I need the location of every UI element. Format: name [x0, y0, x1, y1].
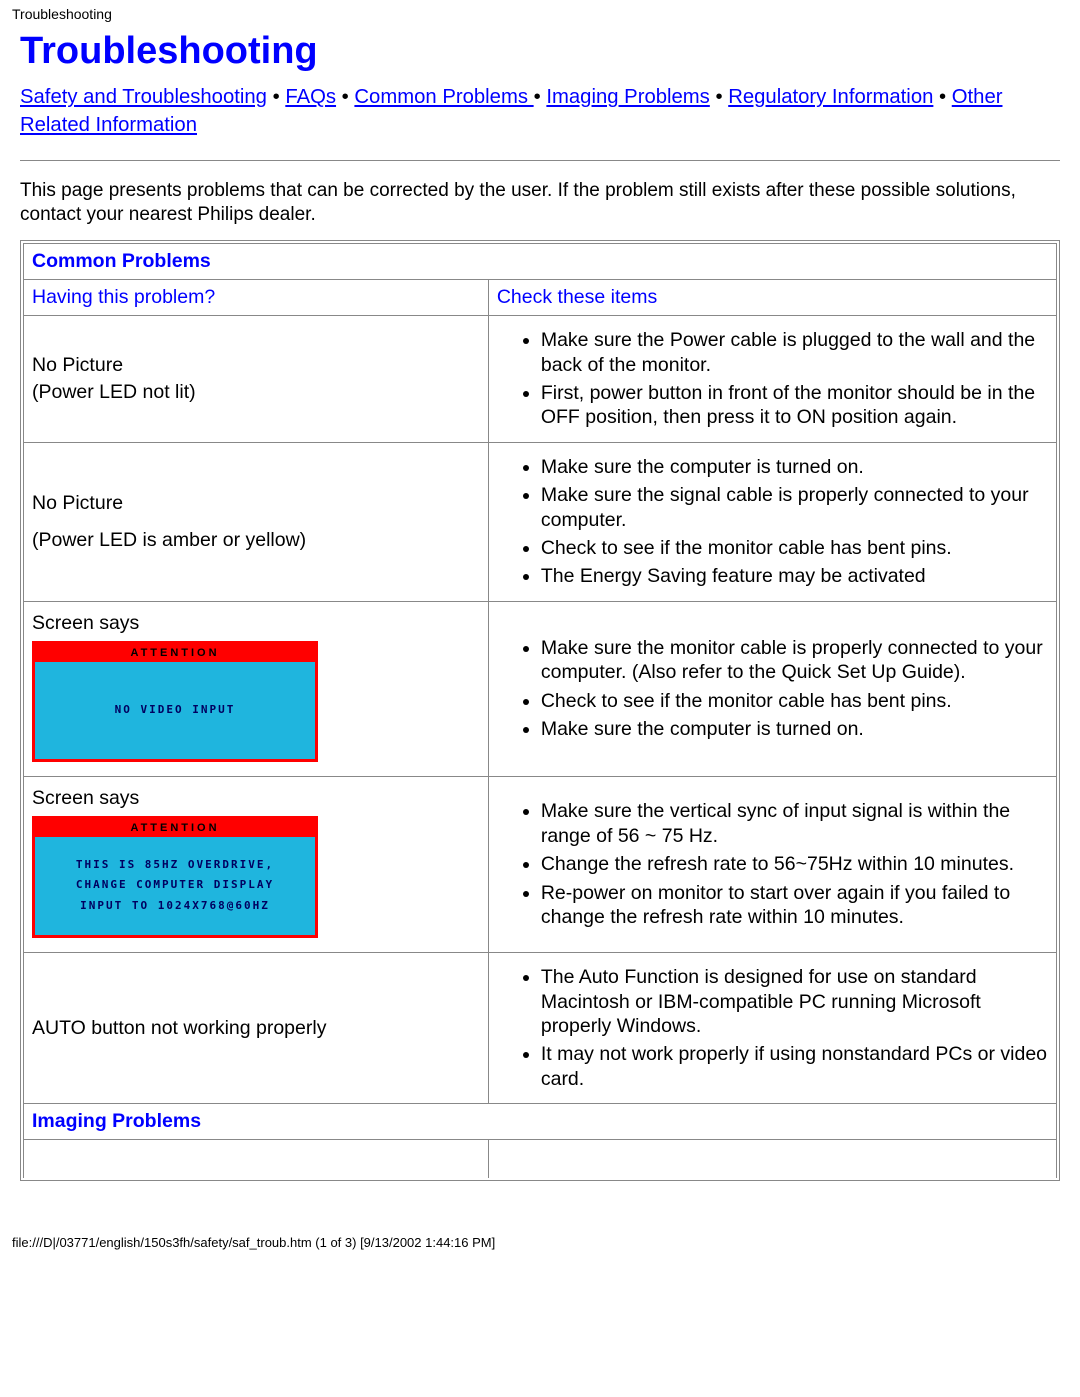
footer-path: file:///D|/03771/english/150s3fh/safety/… — [0, 1221, 1080, 1258]
link-common-problems[interactable]: Common Problems — [354, 86, 533, 108]
osd-body: NO VIDEO INPUT — [35, 662, 315, 759]
check-item: The Energy Saving feature may be activat… — [541, 564, 1048, 588]
intro-text: This page presents problems that can be … — [20, 179, 1060, 227]
sep: • — [534, 86, 547, 108]
osd-attention: ATTENTION — [35, 819, 315, 837]
check-item: Make sure the computer is turned on. — [541, 455, 1048, 479]
check-item: Check to see if the monitor cable has be… — [541, 536, 1048, 560]
check-item: First, power button in front of the moni… — [541, 381, 1048, 430]
divider — [20, 160, 1060, 161]
osd-line: CHANGE COMPUTER DISPLAY — [43, 875, 307, 896]
section-imaging-problems: Imaging Problems — [24, 1104, 1057, 1140]
osd-box-no-video: ATTENTION NO VIDEO INPUT — [32, 641, 318, 762]
sep: • — [933, 86, 951, 108]
osd-box-overdrive: ATTENTION THIS IS 85HZ OVERDRIVE, CHANGE… — [32, 816, 318, 939]
sep: • — [267, 86, 285, 108]
check-list: Make sure the vertical sync of input sig… — [497, 799, 1048, 929]
table-row: AUTO button not working properly The Aut… — [24, 953, 1057, 1104]
osd-line: THIS IS 85HZ OVERDRIVE, — [43, 855, 307, 876]
problem-text: Screen says — [32, 787, 480, 810]
check-item: Make sure the computer is turned on. — [541, 717, 1048, 741]
problem-text: No Picture — [32, 492, 480, 515]
nav-links: Safety and Troubleshooting • FAQs • Comm… — [20, 83, 1060, 140]
check-item: Make sure the monitor cable is properly … — [541, 636, 1048, 685]
problem-text: AUTO button not working properly — [32, 1017, 480, 1040]
link-regulatory[interactable]: Regulatory Information — [728, 86, 933, 108]
check-item: The Auto Function is designed for use on… — [541, 965, 1048, 1038]
osd-line: NO VIDEO INPUT — [43, 700, 307, 721]
problem-text: (Power LED not lit) — [32, 381, 480, 404]
link-faqs[interactable]: FAQs — [285, 86, 336, 108]
table-row: Screen says ATTENTION THIS IS 85HZ OVERD… — [24, 776, 1057, 953]
link-imaging-problems[interactable]: Imaging Problems — [546, 86, 709, 108]
check-item: Re-power on monitor to start over again … — [541, 881, 1048, 930]
troubleshooting-table: Common Problems Having this problem? Che… — [20, 240, 1060, 1181]
header-path: Troubleshooting — [0, 0, 1080, 22]
table-row: No Picture (Power LED is amber or yellow… — [24, 442, 1057, 601]
problem-text: (Power LED is amber or yellow) — [32, 529, 480, 552]
check-list: The Auto Function is designed for use on… — [497, 965, 1048, 1091]
table-row: Screen says ATTENTION NO VIDEO INPUT Mak… — [24, 601, 1057, 776]
check-item: Make sure the vertical sync of input sig… — [541, 799, 1048, 848]
table-row: No Picture (Power LED not lit) Make sure… — [24, 316, 1057, 443]
check-list: Make sure the monitor cable is properly … — [497, 636, 1048, 742]
check-list: Make sure the Power cable is plugged to … — [497, 328, 1048, 430]
check-item: Make sure the signal cable is properly c… — [541, 483, 1048, 532]
page-title: Troubleshooting — [20, 30, 1060, 73]
check-item: Check to see if the monitor cable has be… — [541, 689, 1048, 713]
osd-body: THIS IS 85HZ OVERDRIVE, CHANGE COMPUTER … — [35, 837, 315, 936]
check-item: Change the refresh rate to 56~75Hz withi… — [541, 852, 1048, 876]
problem-text: No Picture — [32, 354, 480, 377]
check-list: Make sure the computer is turned on. Mak… — [497, 455, 1048, 589]
empty-cell — [488, 1140, 1056, 1179]
sep: • — [710, 86, 728, 108]
empty-cell — [24, 1140, 489, 1179]
col-header-check: Check these items — [488, 280, 1056, 316]
col-header-problem: Having this problem? — [24, 280, 489, 316]
section-common-problems: Common Problems — [24, 244, 1057, 280]
check-item: It may not work properly if using nonsta… — [541, 1042, 1048, 1091]
osd-attention: ATTENTION — [35, 644, 315, 662]
link-safety[interactable]: Safety and Troubleshooting — [20, 86, 267, 108]
check-item: Make sure the Power cable is plugged to … — [541, 328, 1048, 377]
problem-text: Screen says — [32, 612, 480, 635]
osd-line: INPUT TO 1024X768@60HZ — [43, 896, 307, 917]
sep: • — [336, 86, 354, 108]
